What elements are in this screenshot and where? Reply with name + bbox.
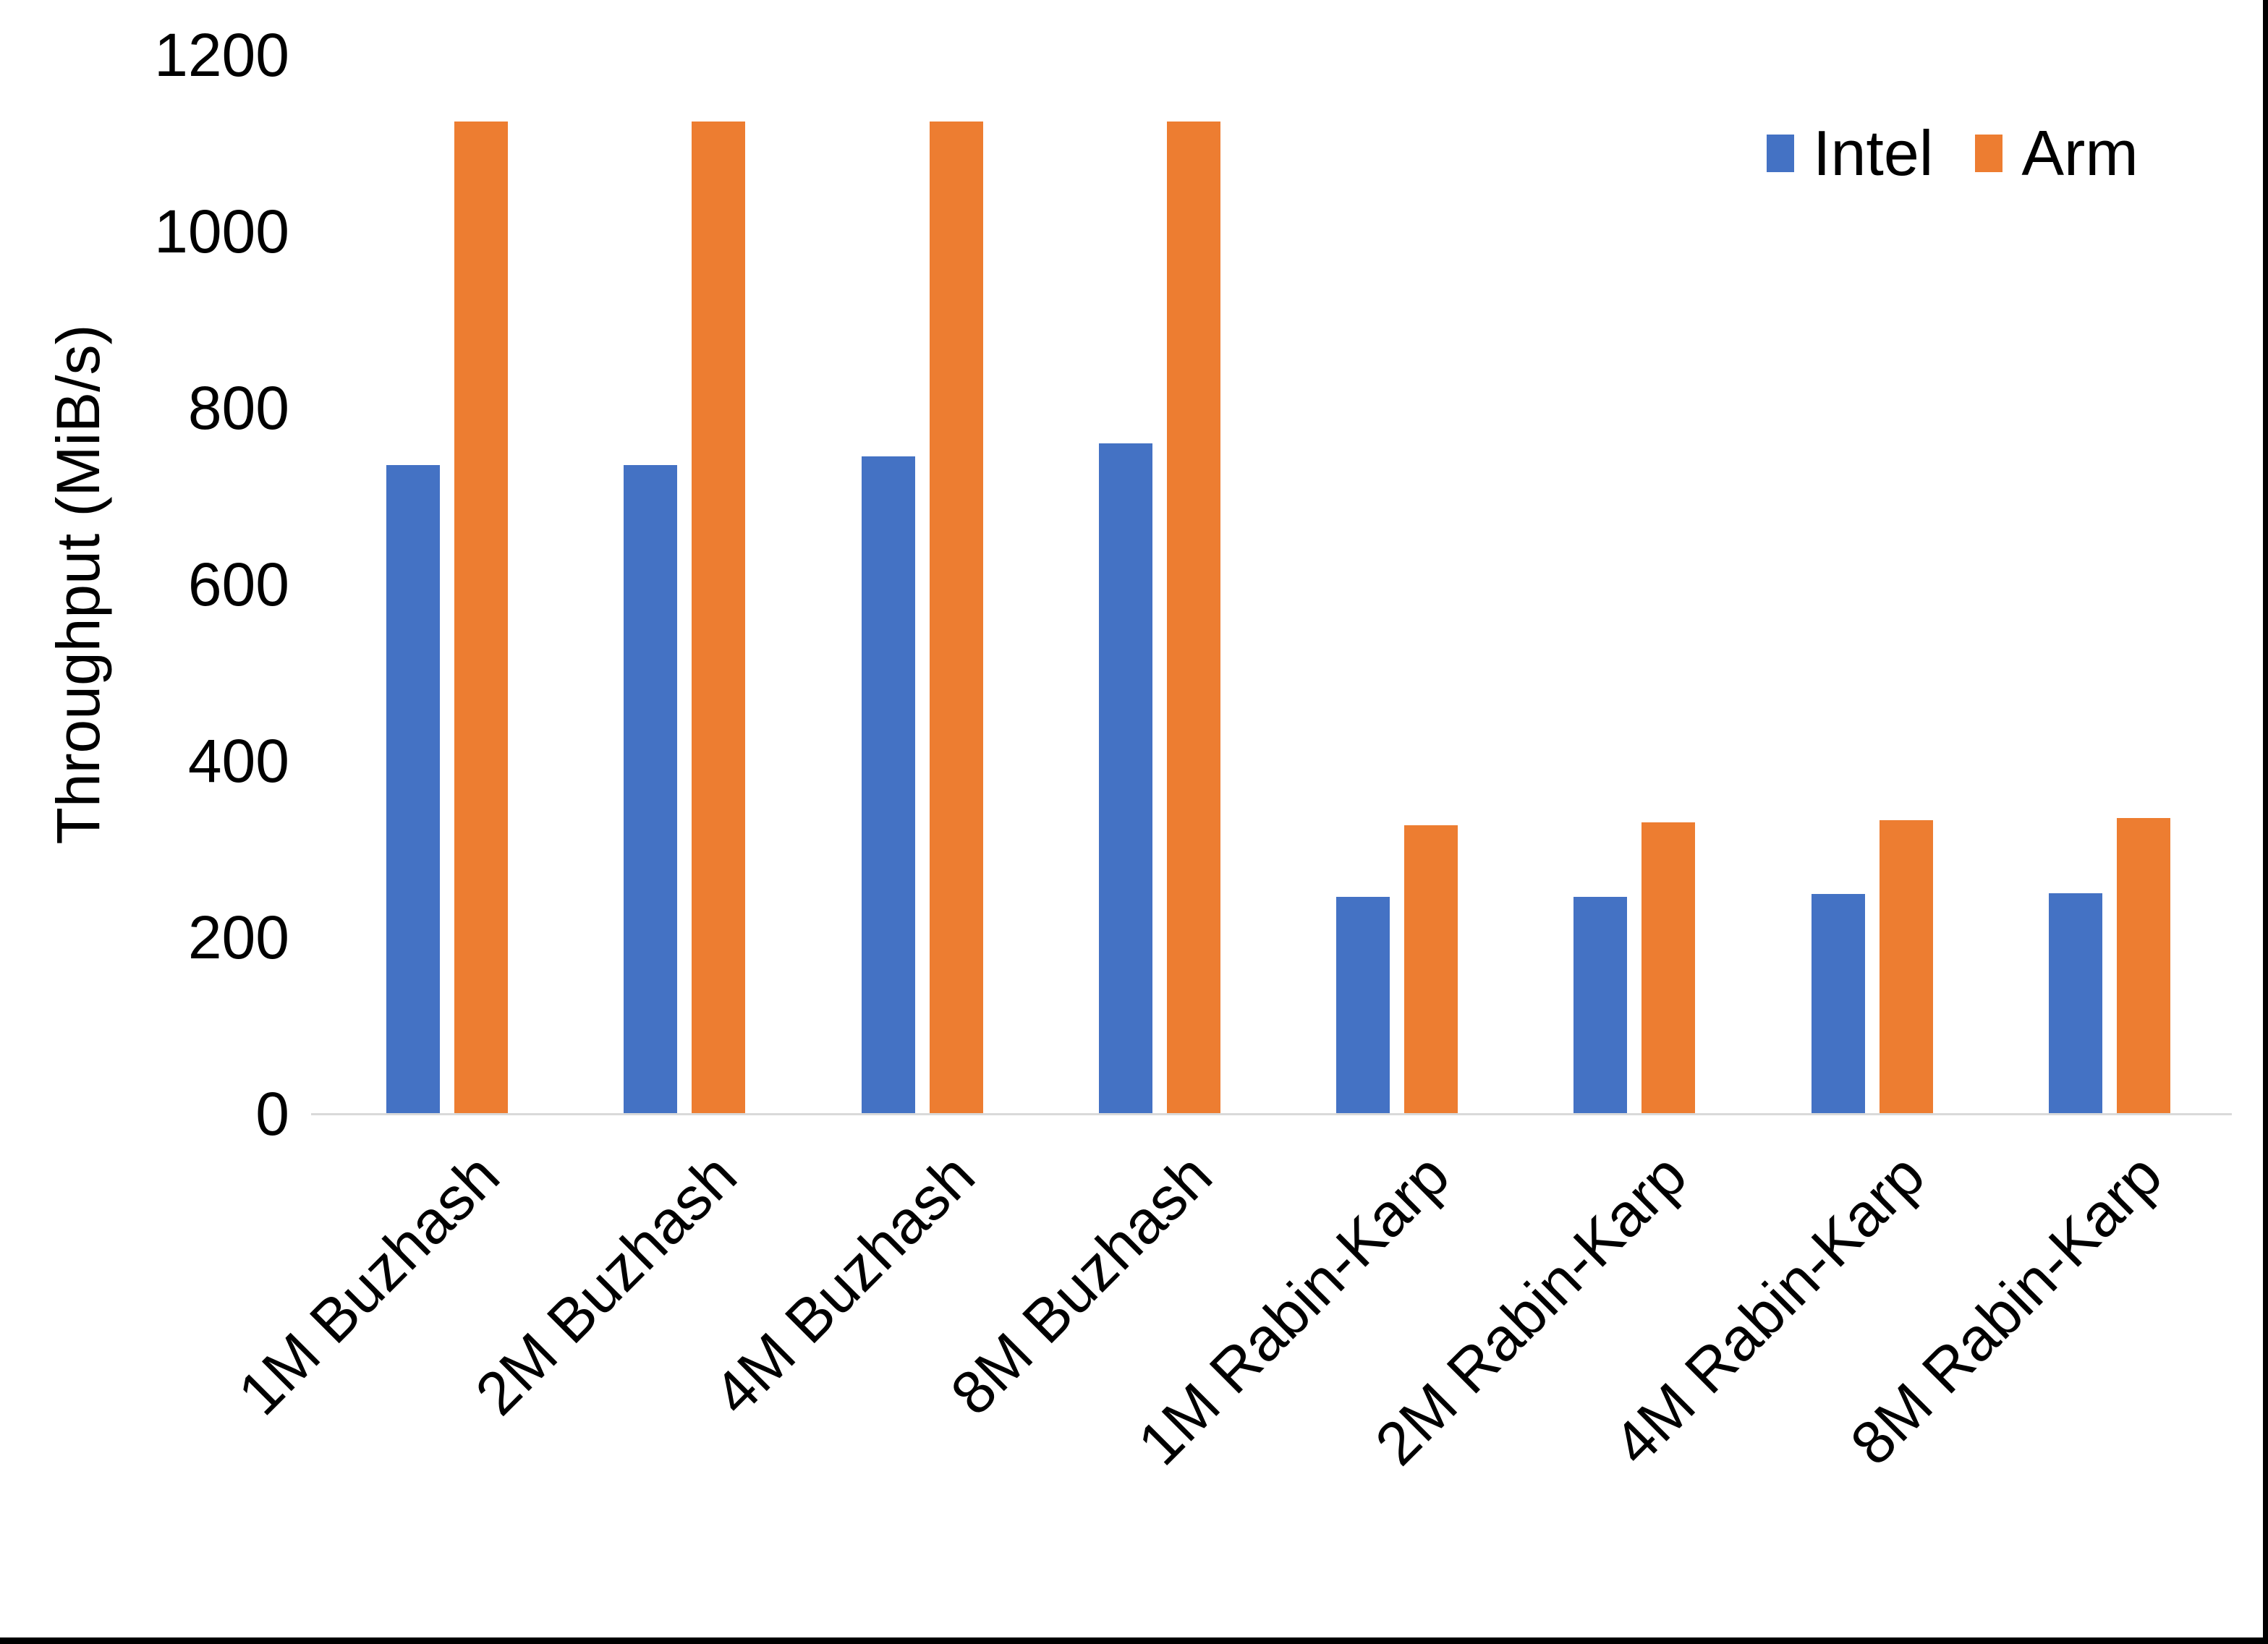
bar-intel-4	[1098, 443, 1152, 1114]
legend-item-intel: Intel	[1767, 122, 1933, 185]
bar-intel-7	[1811, 894, 1865, 1114]
bar-arm-1	[454, 121, 508, 1114]
bar-arm-7	[1879, 819, 1933, 1114]
y-tick-label-600: 600	[187, 550, 289, 618]
bar-arm-8	[2116, 818, 2170, 1114]
bar-intel-6	[1573, 896, 1628, 1114]
bar-arm-2	[692, 121, 746, 1114]
y-tick-label-200: 200	[187, 903, 289, 971]
legend-label-intel: Intel	[1813, 117, 1934, 189]
bar-arm-6	[1641, 822, 1696, 1114]
y-tick-label-1000: 1000	[154, 197, 289, 265]
legend-item-arm: Arm	[1975, 117, 2139, 189]
bar-intel-3	[861, 456, 915, 1114]
bar-intel-2	[624, 465, 678, 1114]
bar-arm-5	[1404, 825, 1458, 1114]
bar-arm-3	[929, 121, 983, 1114]
right-edge-bar	[2263, 0, 2268, 1644]
bar-intel-5	[1336, 896, 1390, 1114]
bottom-edge-bar	[0, 1637, 2268, 1644]
legend: Intel Arm	[1767, 122, 2139, 185]
y-tick-label-400: 400	[187, 727, 289, 795]
y-tick-label-1200: 1200	[154, 21, 289, 89]
arm-swatch-icon	[1975, 135, 2003, 172]
bar-intel-1	[386, 465, 440, 1114]
x-axis-line	[311, 1113, 2232, 1115]
bar-intel-8	[2048, 893, 2102, 1114]
legend-label-arm: Arm	[2021, 117, 2139, 189]
bar-arm-4	[1166, 121, 1220, 1114]
y-tick-label-800: 800	[187, 374, 289, 442]
intel-swatch-icon	[1767, 135, 1794, 172]
y-tick-label-0: 0	[255, 1080, 289, 1148]
